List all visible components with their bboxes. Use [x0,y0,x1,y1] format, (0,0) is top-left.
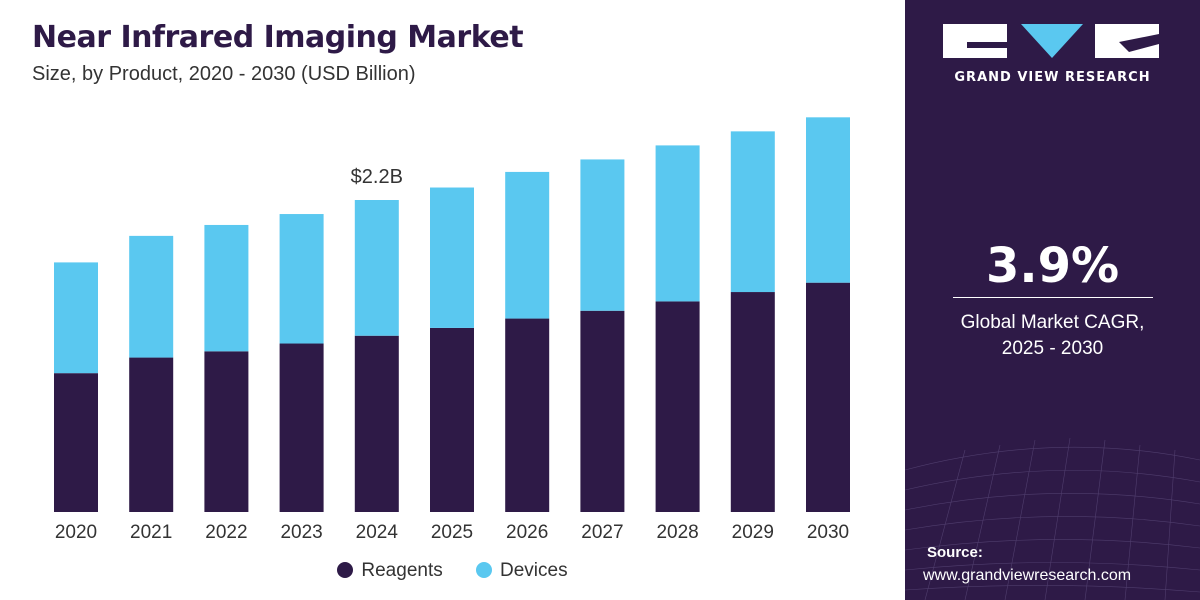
bar-devices-2025 [430,187,474,328]
bar-reagents-2021 [129,357,174,512]
bar-reagents-2024 [354,335,399,512]
x-tick-label-2030: 2030 [807,522,849,543]
bar-devices-2020 [54,262,98,374]
legend-swatch-reagents [337,562,354,578]
bar-devices-2027 [580,159,625,311]
bar-reagents-2023 [279,343,324,512]
x-tick-label-2027: 2027 [581,522,623,543]
bar-reagents-2030 [806,282,850,512]
x-tick-label-2021: 2021 [130,522,172,543]
x-tick-label-2023: 2023 [280,522,322,543]
x-tick-label-2022: 2022 [205,522,247,543]
source-label: Source: [927,544,983,561]
bar-reagents-2026 [505,318,550,512]
chart-panel: Near Infrared Imaging Market Size, by Pr… [0,20,905,582]
legend-item-reagents: Reagents [337,560,443,582]
data-label-2024: $2.2B [351,166,403,188]
cagr-label-line1: Global Market CAGR, [960,312,1145,333]
bar-devices-2023 [279,214,324,344]
cagr-label-line2: 2025 - 2030 [1001,338,1104,359]
legend-item-devices: Devices [476,560,568,582]
bar-devices-2026 [505,171,550,319]
x-tick-label-2020: 2020 [55,522,97,543]
bar-reagents-2025 [430,327,474,512]
bar-devices-2029 [730,131,775,293]
legend-swatch-devices [476,562,493,578]
bar-reagents-2027 [580,310,625,512]
x-tick-label-2028: 2028 [656,522,698,543]
x-tick-label-2029: 2029 [732,522,774,543]
bar-reagents-2029 [730,292,775,512]
cagr-label: Global Market CAGR, 2025 - 2030 [905,310,1200,362]
brand-name: GRAND VIEW RESEARCH [954,70,1151,85]
summary-panel: GRAND VIEW RESEARCH 3.9% Global Market C… [905,0,1200,600]
source-link[interactable]: www.grandviewresearch.com [923,567,1132,584]
divider [953,297,1153,298]
bar-reagents-2020 [54,373,98,512]
legend-label-devices: Devices [500,560,568,581]
x-tick-label-2026: 2026 [506,522,548,543]
bar-devices-2021 [129,235,174,358]
gvr-logo [943,24,1159,58]
bar-devices-2028 [655,145,700,302]
chart-title: Near Infrared Imaging Market [32,20,524,55]
x-tick-label-2025: 2025 [431,522,473,543]
legend-label-reagents: Reagents [361,560,443,581]
bar-reagents-2022 [204,351,249,512]
bar-devices-2024 [354,200,399,336]
chart-legend: Reagents Devices [0,560,905,582]
bar-devices-2030 [806,117,850,283]
decorative-grid-background [905,437,1200,600]
bar-reagents-2028 [655,301,700,512]
bar-chart: 2020 2021 2022 2023 2024 2025 2026 2027 2028 2029… [54,117,850,543]
chart-subtitle: Size, by Product, 2020 - 2030 (USD Billi… [32,63,416,85]
cagr-value: 3.9% [985,238,1120,294]
x-tick-label-2024: 2024 [356,522,399,543]
bar-devices-2022 [204,224,249,352]
